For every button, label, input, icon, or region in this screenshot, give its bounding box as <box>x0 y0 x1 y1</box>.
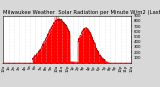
Text: Milwaukee Weather  Solar Radiation per Minute W/m2 (Last 24 Hours): Milwaukee Weather Solar Radiation per Mi… <box>3 10 160 15</box>
